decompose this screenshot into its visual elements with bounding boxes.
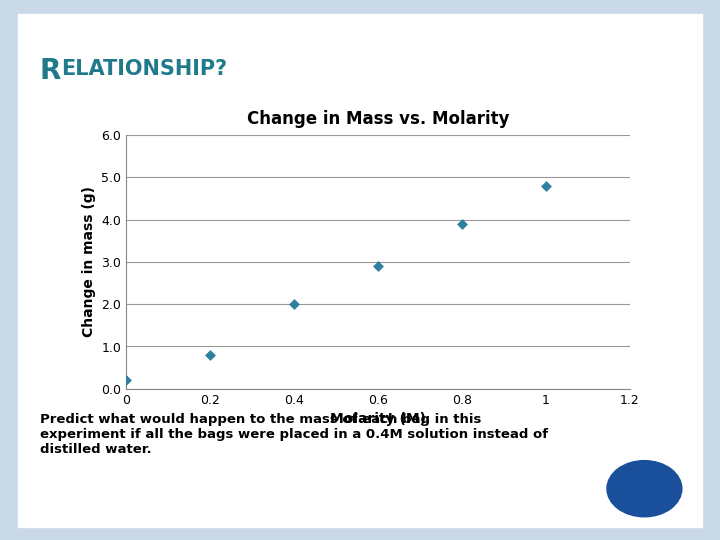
X-axis label: Molarity (M): Molarity (M) xyxy=(330,412,426,426)
Point xyxy=(120,376,132,384)
Text: ELATIONSHIP?: ELATIONSHIP? xyxy=(61,59,228,79)
Y-axis label: Change in mass (g): Change in mass (g) xyxy=(81,186,96,338)
Point xyxy=(288,300,300,308)
Point xyxy=(540,181,552,190)
Title: Change in Mass vs. Molarity: Change in Mass vs. Molarity xyxy=(247,110,509,128)
Point xyxy=(456,219,468,228)
Point xyxy=(204,350,216,359)
Point xyxy=(372,262,384,271)
Text: Predict what would happen to the mass of each bag in this
experiment if all the : Predict what would happen to the mass of… xyxy=(40,413,548,456)
Text: R: R xyxy=(40,57,61,85)
